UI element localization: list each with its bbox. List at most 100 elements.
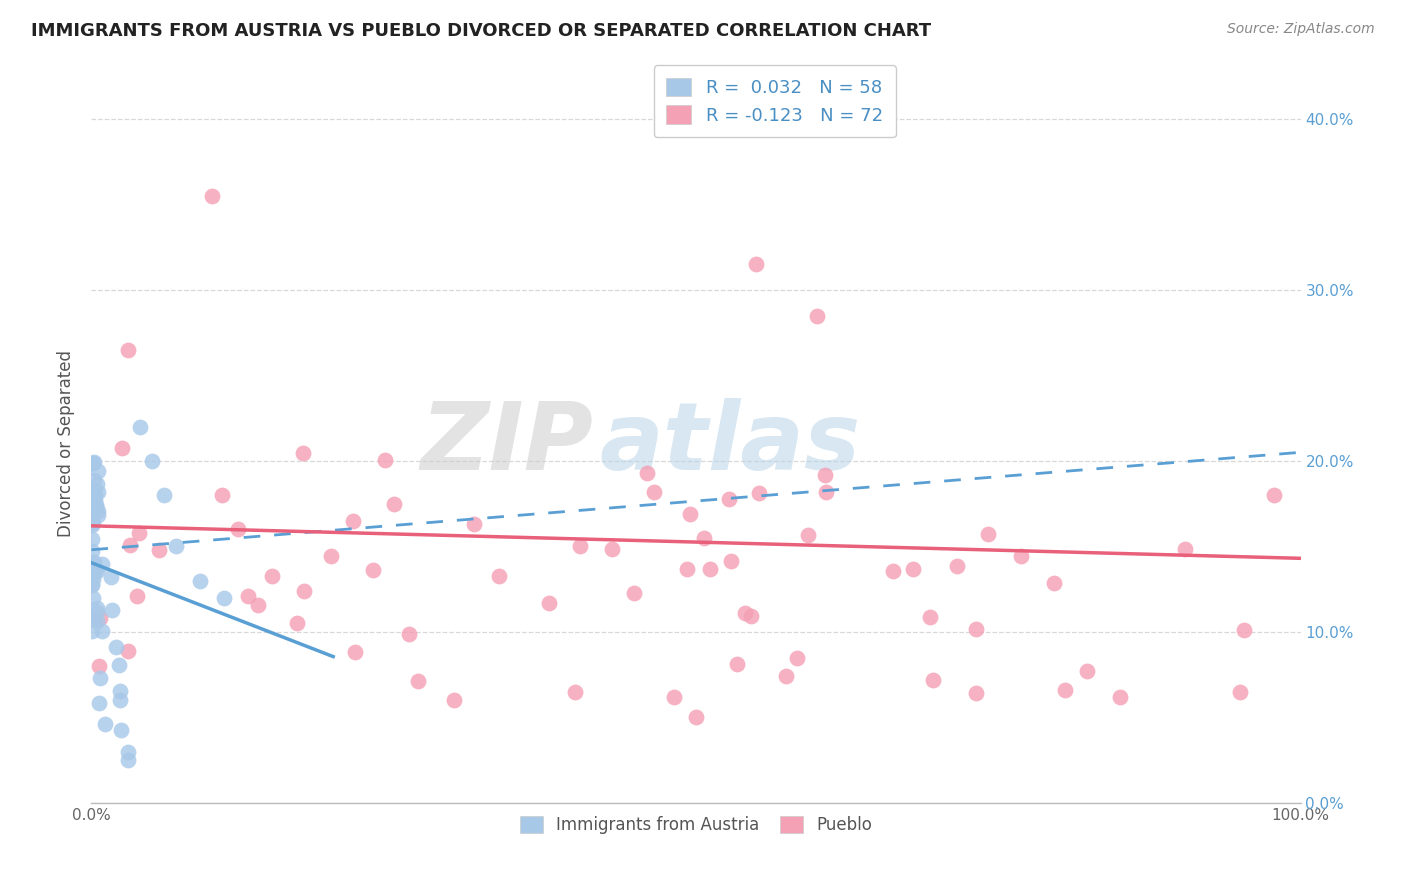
Point xyxy=(101,603,124,617)
Point xyxy=(87,659,110,673)
Point xyxy=(922,673,945,688)
Point xyxy=(1233,624,1256,638)
Point xyxy=(1229,684,1251,698)
Point xyxy=(148,543,170,558)
Point xyxy=(82,572,104,586)
Point xyxy=(734,606,756,620)
Point xyxy=(623,586,645,600)
Point xyxy=(1043,576,1066,591)
Point xyxy=(246,598,269,612)
Point xyxy=(406,673,429,688)
Point xyxy=(84,498,107,512)
Point xyxy=(285,615,308,630)
Point xyxy=(1108,690,1130,704)
Point xyxy=(1054,683,1077,698)
Point xyxy=(901,562,924,576)
Point xyxy=(82,591,104,605)
Point xyxy=(117,343,139,357)
Text: IMMIGRANTS FROM AUSTRIA VS PUEBLO DIVORCED OR SEPARATED CORRELATION CHART: IMMIGRANTS FROM AUSTRIA VS PUEBLO DIVORC… xyxy=(31,22,931,40)
Point xyxy=(118,538,141,552)
Point xyxy=(105,640,128,655)
Point xyxy=(291,446,314,460)
Point xyxy=(946,559,969,574)
Point xyxy=(83,455,105,469)
Point xyxy=(720,554,742,568)
Point xyxy=(80,568,103,582)
Point xyxy=(1174,542,1197,557)
Point xyxy=(717,491,740,506)
Point xyxy=(82,493,104,508)
Point xyxy=(94,717,117,731)
Point xyxy=(262,568,284,582)
Point xyxy=(83,564,105,578)
Point xyxy=(1010,549,1032,564)
Point xyxy=(685,710,707,724)
Point xyxy=(111,441,134,455)
Point xyxy=(965,622,987,636)
Point xyxy=(80,457,103,471)
Point xyxy=(226,522,249,536)
Point xyxy=(83,555,105,569)
Point xyxy=(636,467,658,481)
Point xyxy=(361,564,384,578)
Point xyxy=(343,645,366,659)
Point xyxy=(87,485,110,500)
Point xyxy=(82,516,104,530)
Point xyxy=(292,583,315,598)
Point xyxy=(128,419,150,434)
Point xyxy=(89,611,111,625)
Point xyxy=(1076,664,1098,678)
Point xyxy=(488,569,510,583)
Point xyxy=(538,596,561,610)
Point xyxy=(374,452,396,467)
Point xyxy=(676,562,699,576)
Point xyxy=(443,693,465,707)
Point xyxy=(238,589,260,603)
Point xyxy=(882,564,904,578)
Point xyxy=(748,486,770,500)
Legend: Immigrants from Austria, Pueblo: Immigrants from Austria, Pueblo xyxy=(513,810,879,841)
Point xyxy=(643,485,665,500)
Point xyxy=(82,492,104,507)
Point xyxy=(796,528,818,542)
Point xyxy=(86,564,108,578)
Point xyxy=(693,532,716,546)
Point xyxy=(82,612,104,626)
Point xyxy=(463,517,485,532)
Point xyxy=(108,684,131,698)
Point xyxy=(83,483,105,497)
Point xyxy=(211,488,233,502)
Point xyxy=(83,473,105,487)
Point xyxy=(108,693,131,707)
Point xyxy=(90,557,112,571)
Point xyxy=(1263,488,1285,502)
Point xyxy=(398,626,420,640)
Point xyxy=(82,544,104,558)
Point xyxy=(110,723,132,738)
Point xyxy=(814,468,837,483)
Point xyxy=(965,686,987,700)
Point xyxy=(84,493,107,508)
Point xyxy=(91,624,114,638)
Point xyxy=(775,668,797,682)
Point xyxy=(87,508,110,522)
Point xyxy=(128,525,150,540)
Point xyxy=(786,651,808,665)
Point xyxy=(80,569,103,583)
Text: ZIP: ZIP xyxy=(420,398,593,490)
Point xyxy=(89,671,111,685)
Point xyxy=(662,690,685,704)
Point xyxy=(600,542,623,557)
Point xyxy=(86,614,108,628)
Point xyxy=(740,609,762,624)
Point xyxy=(745,257,768,271)
Point xyxy=(108,657,131,672)
Point xyxy=(117,644,139,658)
Point xyxy=(86,504,108,518)
Point xyxy=(321,549,343,563)
Point xyxy=(141,454,163,468)
Y-axis label: Divorced or Separated: Divorced or Separated xyxy=(58,351,76,537)
Point xyxy=(84,500,107,514)
Point xyxy=(188,574,211,588)
Point xyxy=(82,612,104,626)
